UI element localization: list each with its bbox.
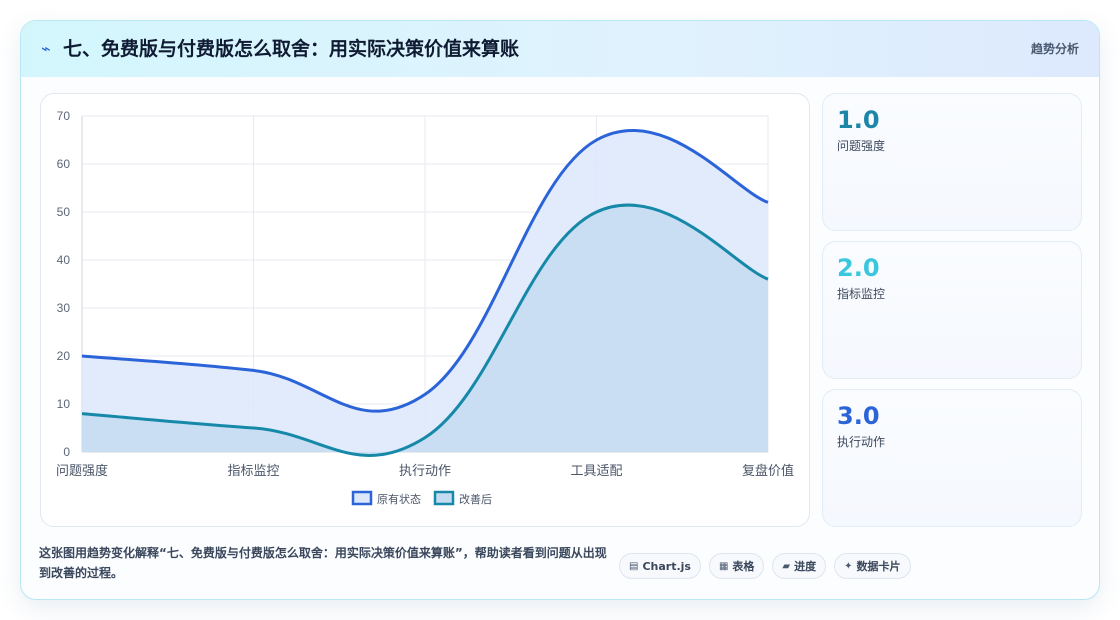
stat-card-2: 2.0 指标监控: [822, 241, 1082, 379]
y-tick-label: 0: [63, 445, 70, 459]
y-tick-label: 50: [57, 205, 71, 219]
y-tick-label: 70: [57, 109, 71, 123]
stat-value: 3.0: [837, 402, 880, 430]
x-tick-label: 执行动作: [399, 464, 451, 479]
y-tick-label: 30: [57, 301, 71, 315]
stat-label: 执行动作: [837, 435, 886, 449]
chip-label: Chart.js: [642, 559, 691, 573]
x-tick-label: 指标监控: [227, 464, 279, 479]
x-tick-label: 问题强度: [56, 463, 108, 479]
chip-label: 表格: [732, 560, 755, 573]
chart-icon: ▤: [629, 560, 639, 572]
chip-table[interactable]: ▦ 表格: [708, 553, 765, 579]
series-line-2: [81, 203, 769, 457]
x-tick-label: 工具适配: [570, 464, 622, 479]
stat-value: 1.0: [837, 106, 880, 134]
legend-label-1: 原有状态: [377, 492, 421, 506]
table-icon: ▦: [718, 560, 729, 572]
legend-swatch-2: [433, 490, 455, 506]
series-area-2: [82, 205, 768, 456]
chip-label: 数据卡片: [856, 560, 901, 573]
y-tick-label: 20: [57, 349, 71, 363]
chart-card: ⌁ 七、免费版与付费版怎么取舍：用实际决策价值来算账 趋势分析 0 10 20 30 4…: [20, 20, 1100, 600]
legend-swatch-1: [351, 490, 373, 506]
chip-chartjs[interactable]: ▤ Chart.js: [619, 553, 701, 579]
chart-description: 这张图用趋势变化解释“七、免费版与付费版怎么取舍：用实际决策价值来算账”，帮助读…: [39, 546, 607, 580]
page-title: 七、免费版与付费版怎么取舍：用实际决策价值来算账: [63, 38, 520, 60]
sparkle-icon: ✦: [844, 560, 853, 572]
chip-label: 进度: [794, 560, 817, 573]
y-tick-label: 40: [57, 253, 71, 267]
card-header: ⌁ 七、免费版与付费版怎么取舍：用实际决策价值来算账 趋势分析: [21, 21, 1099, 77]
section-tag: 趋势分析: [1030, 42, 1079, 56]
trend-icon: ⌁: [41, 39, 51, 58]
chip-progress[interactable]: ▰ 进度: [772, 553, 827, 579]
stat-value: 2.0: [837, 254, 880, 282]
y-tick-label: 10: [57, 397, 71, 411]
feature-chips: ▤ Chart.js ▦ 表格 ▰ 进度 ✦ 数据卡片: [619, 553, 911, 579]
chart-panel: 0 10 20 30 40 50 60 70 问题强度 指标监控 执行动作 工具适配 复盘价值原有状态 改…: [40, 93, 810, 527]
progress-icon: ▰: [782, 560, 791, 572]
stat-card-1: 1.0 问题强度: [822, 93, 1082, 231]
series-line-1: [81, 128, 769, 413]
stat-label: 问题强度: [837, 139, 886, 153]
y-tick-label: 60: [57, 157, 71, 171]
x-tick-label: 复盘价值: [742, 463, 794, 479]
legend-label-2: 改善后: [459, 492, 492, 506]
chip-data-card[interactable]: ✦ 数据卡片: [834, 553, 911, 579]
stat-label: 指标监控: [837, 287, 886, 301]
stat-card-3: 3.0 执行动作: [822, 389, 1082, 527]
